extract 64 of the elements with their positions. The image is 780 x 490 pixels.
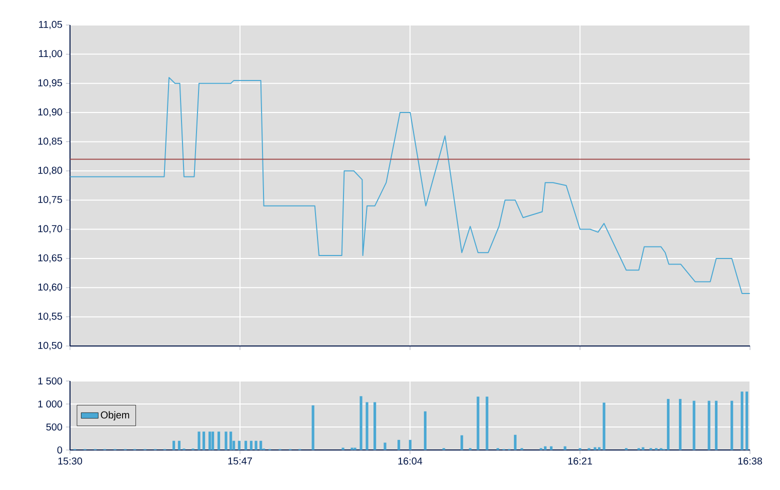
y-tick-label: 10,80 <box>38 166 62 176</box>
bar <box>254 440 258 450</box>
y-tick-label: 11,00 <box>39 50 62 58</box>
bar <box>460 435 464 450</box>
line-series <box>70 77 750 294</box>
y-tick-label: 500 <box>46 423 62 431</box>
y-tick-label: 10,60 <box>38 284 62 292</box>
bar <box>384 442 386 450</box>
y-tick-label: 10,95 <box>38 79 62 88</box>
y-tick-label: 10,85 <box>38 138 62 146</box>
y-tick-label: 11,05 <box>39 20 62 30</box>
y-tick-label: 10,65 <box>38 254 62 263</box>
x-tick-label: 15:30 <box>58 458 82 465</box>
bar <box>544 446 547 450</box>
legend-label: Objem <box>100 411 130 420</box>
y-tick-label: 10,75 <box>38 196 62 204</box>
y-tick-label: 10,55 <box>38 312 62 321</box>
y-tick-label: 10,70 <box>38 225 62 234</box>
y-tick-label: 1 500 <box>38 377 62 385</box>
bar <box>642 447 644 450</box>
bar <box>312 405 314 450</box>
bar <box>594 447 596 450</box>
y-tick-label: 10,90 <box>38 108 62 117</box>
x-tick-label: 15:47 <box>228 458 252 464</box>
bar <box>740 392 744 450</box>
bar <box>178 440 181 450</box>
bar <box>714 400 718 450</box>
bar <box>212 432 214 450</box>
bar <box>374 402 376 450</box>
bar <box>224 432 228 450</box>
bar <box>514 434 517 450</box>
bar <box>244 440 248 450</box>
bar <box>366 402 368 450</box>
x-tick-label: 16:04 <box>398 458 422 465</box>
bar <box>260 440 262 450</box>
bar <box>550 446 553 450</box>
bar <box>692 400 696 450</box>
bar <box>564 446 566 450</box>
bar <box>218 432 220 450</box>
y-tick-label: 10,50 <box>38 342 62 350</box>
bar <box>398 440 400 450</box>
bar <box>172 440 176 450</box>
bar <box>476 396 480 450</box>
bar <box>424 411 427 450</box>
bar <box>486 396 488 450</box>
bar <box>202 432 206 450</box>
x-tick-label: 16:21 <box>568 458 592 465</box>
bar <box>708 400 710 450</box>
bar <box>730 400 734 450</box>
bar <box>250 440 253 450</box>
bar <box>408 440 412 450</box>
bar <box>360 396 362 450</box>
bar <box>746 392 748 450</box>
bar <box>230 432 232 450</box>
bar <box>238 440 241 450</box>
x-tick-label: 16:38 <box>738 458 762 465</box>
bar <box>678 398 682 450</box>
bar <box>602 402 606 450</box>
y-tick-label: 1 000 <box>38 400 62 408</box>
y-tick-label: 0 <box>57 446 62 454</box>
bar <box>198 432 200 450</box>
bar <box>208 432 212 450</box>
bar <box>666 398 670 450</box>
bar <box>598 447 601 450</box>
